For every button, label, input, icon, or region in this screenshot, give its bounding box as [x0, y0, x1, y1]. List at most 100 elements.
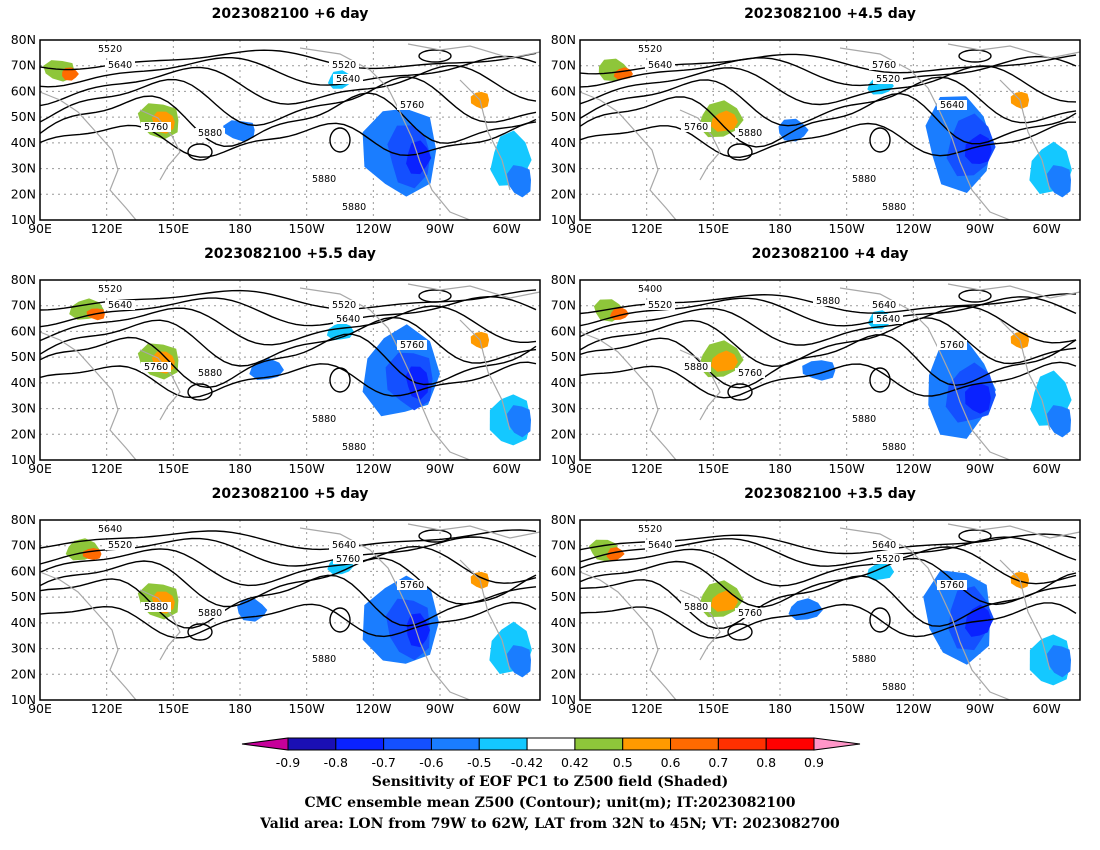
lat-tick-label: 50N	[551, 349, 576, 364]
lat-tick-label: 20N	[11, 186, 36, 201]
lon-tick-label: 60W	[1033, 701, 1061, 716]
colorbar-cell	[335, 737, 385, 751]
lon-tick-label: 150E	[157, 461, 189, 476]
lon-tick-label: 180	[768, 701, 792, 716]
lat-tick-label: 10N	[11, 692, 36, 707]
lat-tick-label: 80N	[11, 32, 36, 47]
contour-label: 5520	[332, 300, 356, 311]
lat-tick-label: 50N	[551, 109, 576, 124]
map-panel-4: 5400 5520 5640 5640 5760 5880 5760 5880 5880 5880…	[551, 272, 1081, 476]
lat-tick-label: 50N	[11, 589, 36, 604]
contour-label: 5760	[872, 60, 896, 71]
lat-tick-label: 10N	[551, 692, 576, 707]
lon-tick-label: 120W	[355, 701, 391, 716]
contour-label: 5640	[108, 300, 132, 311]
contour-label: 5520	[648, 300, 672, 311]
contour-label: 5760	[400, 340, 424, 351]
lat-tick-label: 40N	[551, 135, 576, 150]
lon-tick-label: 120E	[91, 461, 123, 476]
lon-tick-label: 120W	[895, 461, 931, 476]
lon-tick-label: 180	[228, 701, 252, 716]
contour-label: 5880	[198, 608, 222, 619]
caption-line-3: Valid area: LON from 79W to 62W, LAT fro…	[260, 816, 840, 832]
lat-tick-label: 80N	[551, 512, 576, 527]
lon-tick-label: 90E	[28, 461, 52, 476]
lon-tick-label: 180	[768, 461, 792, 476]
colorbar: -0.9 -0.8 -0.7 -0.6 -0.5 -0.42 0.42 0.5 0.6 0.7 0.…	[241, 737, 861, 770]
colorbar-label: -0.5	[467, 755, 491, 770]
contour-label: 5520	[98, 284, 122, 295]
lat-tick-label: 60N	[551, 83, 576, 98]
colorbar-label: -0.9	[276, 755, 300, 770]
contour-label: 5880	[816, 296, 840, 307]
lon-tick-label: 150E	[157, 701, 189, 716]
lat-tick-label: 30N	[551, 641, 576, 656]
lon-tick-label: 150W	[289, 221, 325, 236]
lat-tick-label: 40N	[11, 375, 36, 390]
lon-tick-label: 90W	[426, 461, 454, 476]
contour-label: 5880	[342, 202, 366, 213]
colorbar-label: 0.7	[708, 755, 728, 770]
lat-tick-label: 40N	[551, 375, 576, 390]
contour-label: 5880	[852, 414, 876, 425]
colorbar-cell	[717, 737, 767, 751]
lon-tick-label: 180	[228, 221, 252, 236]
contour-label: 5520	[108, 540, 132, 551]
lat-tick-label: 30N	[11, 641, 36, 656]
contour-label: 5880	[738, 128, 762, 139]
colorbar-label: 0.9	[804, 755, 824, 770]
panel-title-1: 2023082100 +6 day	[211, 6, 369, 22]
colorbar-cell	[622, 737, 672, 751]
lon-tick-label: 90W	[966, 461, 994, 476]
lon-tick-label: 120E	[631, 221, 663, 236]
contour-label: 5880	[198, 128, 222, 139]
lon-tick-label: 120E	[91, 701, 123, 716]
panel-title-5: 2023082100 +5 day	[211, 486, 369, 502]
lat-tick-label: 40N	[11, 615, 36, 630]
lat-tick-label: 50N	[11, 109, 36, 124]
contour-label: 5880	[342, 442, 366, 453]
contour-label: 5880	[882, 202, 906, 213]
contour-label: 5880	[882, 442, 906, 453]
lon-tick-label: 180	[228, 461, 252, 476]
contour-label: 5760	[738, 608, 762, 619]
lat-tick-label: 70N	[551, 58, 576, 73]
colorbar-cell	[670, 737, 719, 751]
contour-label: 5520	[638, 524, 662, 535]
map-panel-6: 5520 5640 5640 5520 5760 5880 5760 5880 5880 80N 7…	[551, 512, 1081, 716]
colorbar-cell	[241, 737, 289, 751]
lat-tick-label: 70N	[11, 538, 36, 553]
lat-tick-label: 30N	[551, 161, 576, 176]
lat-tick-label: 60N	[551, 323, 576, 338]
map-panel-3: 5520 5640 5520 5640 5760 5760 5880 5880 5880 80N 7…	[11, 272, 541, 476]
lat-tick-label: 60N	[551, 563, 576, 578]
lat-tick-label: 70N	[11, 58, 36, 73]
lon-tick-label: 150W	[289, 461, 325, 476]
colorbar-label: -0.8	[324, 755, 348, 770]
lat-tick-label: 50N	[11, 349, 36, 364]
caption-line-2: CMC ensemble mean Z500 (Contour); unit(m…	[304, 795, 796, 811]
contour-label: 5760	[684, 122, 708, 133]
contour-label: 5880	[312, 174, 336, 185]
lon-tick-label: 180	[768, 221, 792, 236]
panel-title-3: 2023082100 +5.5 day	[204, 246, 376, 262]
contour-label: 5520	[98, 44, 122, 55]
lat-tick-label: 80N	[551, 32, 576, 47]
contour-label: 5640	[648, 60, 672, 71]
lat-tick-label: 40N	[11, 135, 36, 150]
contour-label: 5640	[336, 314, 360, 325]
contour-label: 5640	[336, 74, 360, 85]
lon-tick-label: 90E	[28, 701, 52, 716]
lon-tick-label: 150E	[157, 221, 189, 236]
contour-label: 5640	[872, 300, 896, 311]
map-panels: 5520 5640 5520 5640 5760 5760 5880 5880 5880 80N 7…	[11, 32, 1081, 716]
contour-label: 5880	[684, 362, 708, 373]
colorbar-label: 0.8	[756, 755, 776, 770]
contour-label: 5880	[312, 414, 336, 425]
lon-tick-label: 60W	[1033, 461, 1061, 476]
contour-label: 5760	[400, 100, 424, 111]
contour-label: 5760	[738, 368, 762, 379]
lat-tick-label: 10N	[551, 452, 576, 467]
lat-tick-label: 30N	[11, 161, 36, 176]
lon-tick-label: 150W	[289, 701, 325, 716]
